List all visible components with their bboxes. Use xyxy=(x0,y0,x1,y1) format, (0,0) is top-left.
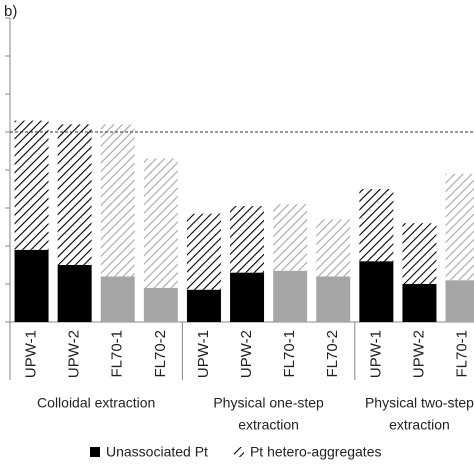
x-tick-label: UPW-1 xyxy=(367,330,384,378)
bar-segment xyxy=(230,206,265,273)
x-tick-label: UPW-2 xyxy=(410,330,427,378)
bar-segment xyxy=(100,276,135,322)
bar-segment xyxy=(359,189,394,262)
x-tick-label: UPW-1 xyxy=(195,330,212,378)
bar-segment xyxy=(230,272,265,322)
legend-label: Pt hetero-aggregates xyxy=(250,444,382,460)
bar-segment xyxy=(402,284,437,322)
x-tick-label: FL70-1 xyxy=(281,330,298,378)
group-label: Physical two-step xyxy=(365,395,474,411)
bar-segment xyxy=(100,124,135,277)
group-label: extraction xyxy=(389,417,450,433)
group-label: Colloidal extraction xyxy=(37,395,155,411)
x-tick-label: FL70-1 xyxy=(454,330,471,378)
legend-swatch xyxy=(233,447,244,457)
bar-segment xyxy=(316,219,351,277)
bar-segment xyxy=(273,270,308,322)
group-label: Physical one-step xyxy=(213,395,324,411)
legend-label: Unassociated Pt xyxy=(106,444,208,460)
bar-segment xyxy=(316,276,351,322)
bar-segment xyxy=(186,289,221,322)
x-tick-label: UPW-2 xyxy=(66,330,83,378)
bar-segment xyxy=(273,204,308,271)
bar-segment xyxy=(143,158,178,288)
x-tick-label: FL70-2 xyxy=(324,330,341,378)
bar-segment xyxy=(186,213,221,290)
bar-segment xyxy=(14,249,49,322)
x-tick-label: FL70-1 xyxy=(109,330,126,378)
bar-segment xyxy=(143,287,178,322)
bar-segment xyxy=(14,120,49,250)
panel-label: b) xyxy=(4,3,17,20)
bar-segment xyxy=(445,280,474,322)
bar-segment xyxy=(402,223,437,284)
legend-swatch xyxy=(90,447,100,457)
bar-segment xyxy=(445,173,474,281)
x-tick-label: UPW-1 xyxy=(23,330,40,378)
bar-segment xyxy=(359,261,394,322)
x-tick-label: UPW-2 xyxy=(238,330,255,378)
bar-segment xyxy=(57,265,92,322)
x-tick-label: FL70-2 xyxy=(152,330,169,378)
group-label: extraction xyxy=(238,417,299,433)
bar-segment xyxy=(57,124,92,266)
